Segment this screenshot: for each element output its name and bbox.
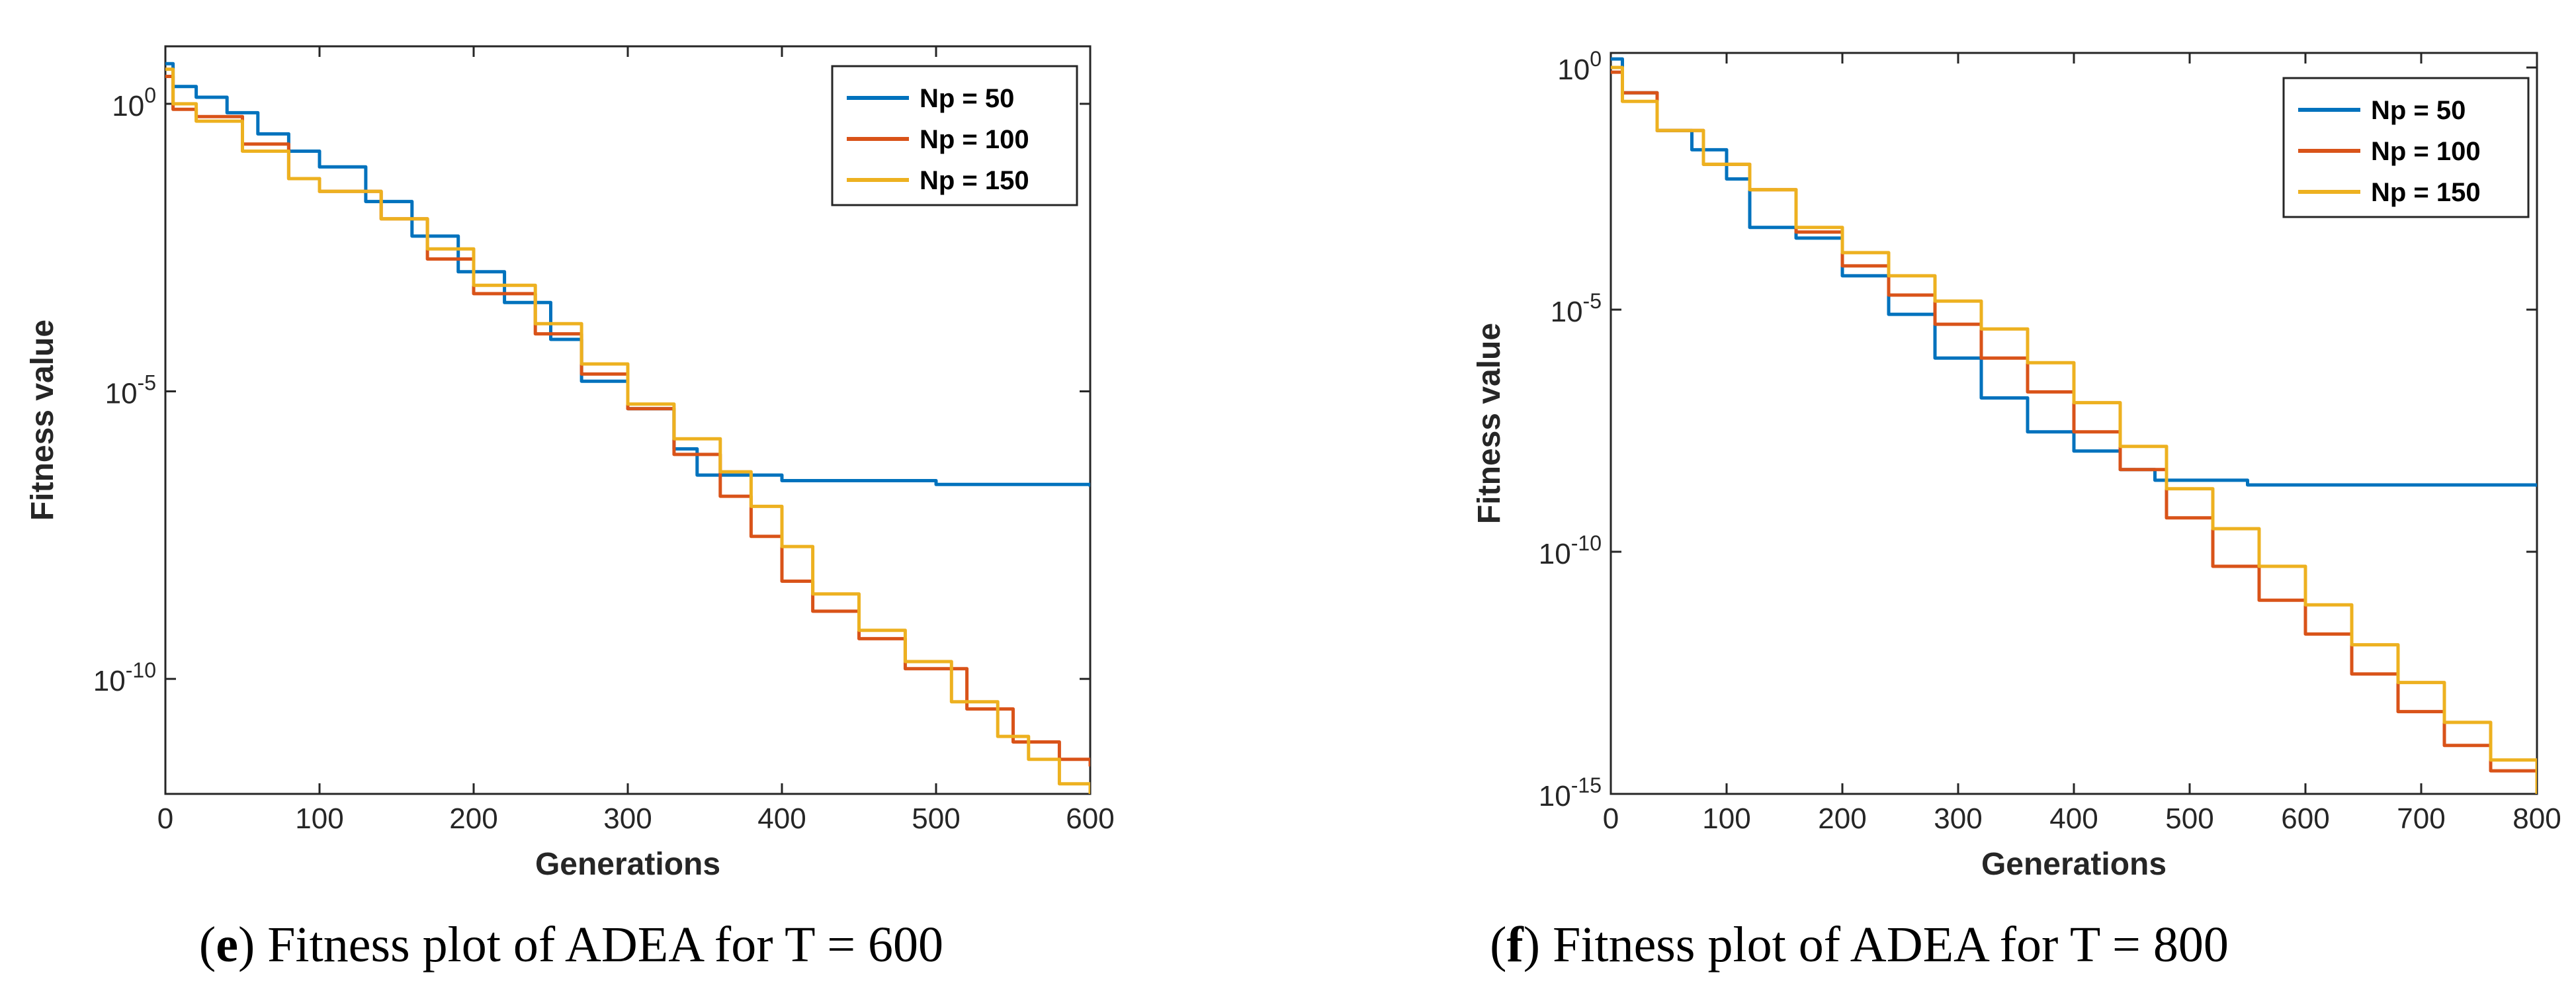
caption-letter-e: e xyxy=(216,917,238,973)
caption-text-f: Fitness plot of ADEA for T = 800 xyxy=(1553,917,2229,973)
caption-e: (e) Fitness plot of ADEA for T = 600 xyxy=(198,917,944,973)
x-tick-label: 100 xyxy=(295,802,343,835)
legend-label: Np = 150 xyxy=(920,166,1029,195)
series-line-np=150 xyxy=(1611,65,2537,794)
legend-label: Np = 100 xyxy=(2371,137,2481,166)
series-line-np=150 xyxy=(165,67,1090,794)
x-tick-label: 300 xyxy=(1934,802,1982,835)
chart-panel-f: 0 100 200 300 400 500 600 700 800 10-15 10-10 10-5 1… xyxy=(1288,0,2576,997)
x-tick-label: 600 xyxy=(2281,802,2329,835)
x-tick-label: 500 xyxy=(2165,802,2213,835)
series-line-np=50 xyxy=(165,62,1090,487)
fitness-chart-f: 0 100 200 300 400 500 600 700 800 10-15 10-10 10-5 1… xyxy=(1472,47,2561,882)
x-tick-label: 200 xyxy=(449,802,497,835)
legend-label: Np = 150 xyxy=(2371,178,2481,207)
legend-label: Np = 100 xyxy=(920,125,1029,154)
x-tick-label: 0 xyxy=(157,802,173,835)
x-tick-label: 200 xyxy=(1818,802,1866,835)
x-tick-label: 100 xyxy=(1702,802,1750,835)
caption-text-e: Fitness plot of ADEA for T = 600 xyxy=(267,917,944,973)
y-axis-title: Fitness value xyxy=(1472,323,1507,524)
x-axis-title: Generations xyxy=(1981,847,2167,882)
legend-label: Np = 50 xyxy=(920,84,1014,113)
chart-panel-e: 0 100 200 300 400 500 600 10-10 10-5 100 Generatio… xyxy=(25,45,1115,973)
y-tick-label: 100 xyxy=(112,83,156,122)
x-tick-label: 500 xyxy=(912,802,960,835)
caption-letter-f: f xyxy=(1506,917,1524,973)
y-tick-label: 100 xyxy=(1557,47,1602,86)
x-tick-label: 0 xyxy=(1603,802,1619,835)
legend-label: Np = 50 xyxy=(2371,96,2466,125)
x-tick-label: 400 xyxy=(757,802,806,835)
caption-f: (f) Fitness plot of ADEA for T = 800 xyxy=(1490,917,2229,973)
y-tick-label: 10-10 xyxy=(1539,531,1602,570)
x-tick-label: 400 xyxy=(2049,802,2098,835)
x-tick-label: 600 xyxy=(1066,802,1114,835)
y-tick-label: 10-10 xyxy=(93,658,156,697)
x-tick-label: 800 xyxy=(2512,802,2561,835)
y-tick-label: 10-5 xyxy=(105,371,156,410)
y-tick-label: 10-5 xyxy=(1551,289,1602,328)
y-axis-title: Fitness value xyxy=(25,320,60,521)
fitness-chart-e: 0 100 200 300 400 500 600 10-10 10-5 100 Generatio… xyxy=(25,45,1115,882)
y-tick-label: 10-15 xyxy=(1539,773,1602,812)
x-tick-label: 300 xyxy=(603,802,652,835)
x-axis-title: Generations xyxy=(535,847,720,882)
x-tick-label: 700 xyxy=(2397,802,2445,835)
